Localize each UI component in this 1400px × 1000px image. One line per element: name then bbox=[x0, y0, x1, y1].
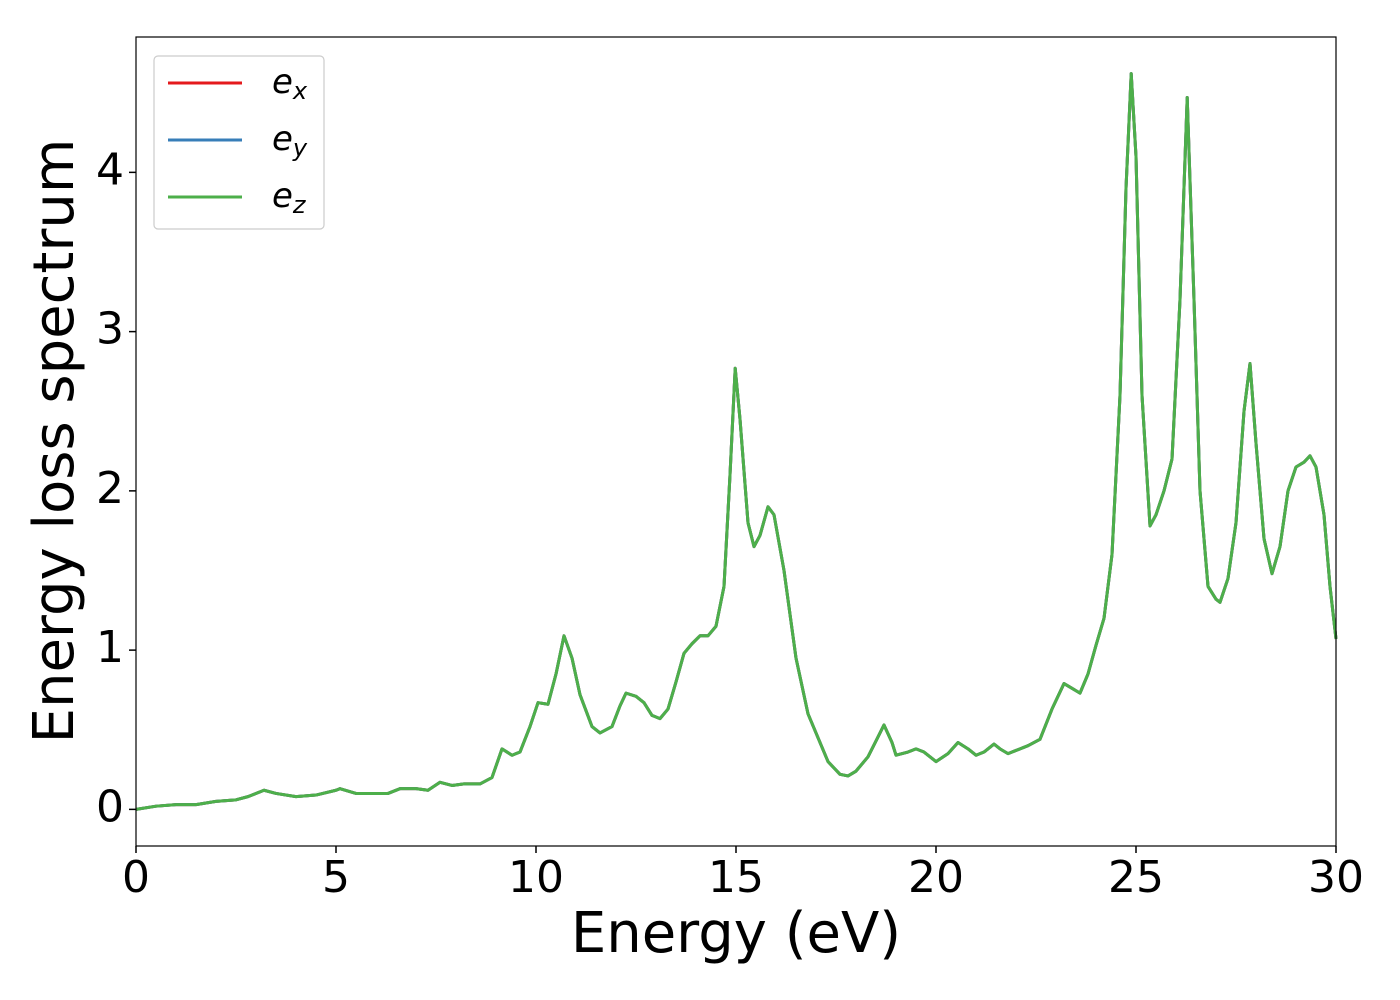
x-tick-label: 30 bbox=[1308, 852, 1364, 903]
y-tick-label: 4 bbox=[96, 144, 124, 195]
legend-label: ex bbox=[272, 62, 308, 106]
legend-label: ez bbox=[272, 176, 307, 220]
x-tick-label: 5 bbox=[322, 852, 350, 903]
legend-label: ey bbox=[272, 119, 308, 163]
y-tick-label: 1 bbox=[96, 622, 124, 673]
legend: ex ey ez bbox=[153, 55, 325, 230]
plot-frame bbox=[135, 36, 1337, 847]
x-tick-label: 15 bbox=[708, 852, 764, 903]
y-axis-label: Energy loss spectrum bbox=[22, 139, 87, 744]
x-tick-label: 10 bbox=[508, 852, 564, 903]
y-tick-label: 2 bbox=[96, 463, 124, 514]
y-tick-label: 0 bbox=[96, 781, 124, 832]
y-tick-label: 3 bbox=[96, 304, 124, 355]
x-tick-label: 0 bbox=[122, 852, 150, 903]
x-axis-label: Energy (eV) bbox=[571, 901, 901, 966]
line-series bbox=[135, 72, 1338, 811]
legend-box bbox=[153, 55, 325, 230]
x-tick-label: 20 bbox=[908, 852, 964, 903]
x-tick-label: 25 bbox=[1108, 852, 1164, 903]
